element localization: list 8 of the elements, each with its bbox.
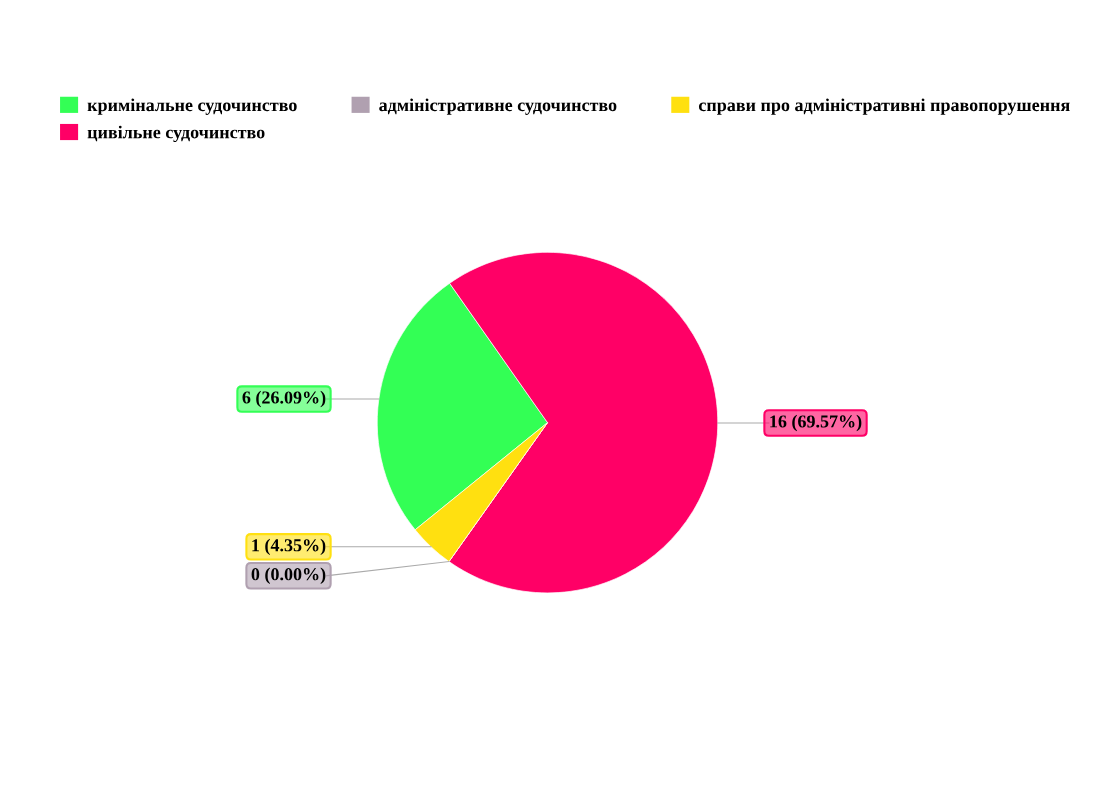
legend-label: цивільне судочинство — [87, 125, 265, 143]
legend-label: справи про адміністративні правопорушення — [698, 98, 1070, 115]
legend-label: кримінальне судочинство — [87, 98, 297, 115]
legend-label: адміністративне судочинство — [379, 98, 617, 115]
data-label: 1 (4.35%) — [252, 538, 326, 555]
text: 0 (0.00%) — [251, 567, 326, 584]
data-label: 6 (26.09%) — [242, 390, 326, 408]
data-label: 16 (69.57%) — [770, 414, 862, 432]
